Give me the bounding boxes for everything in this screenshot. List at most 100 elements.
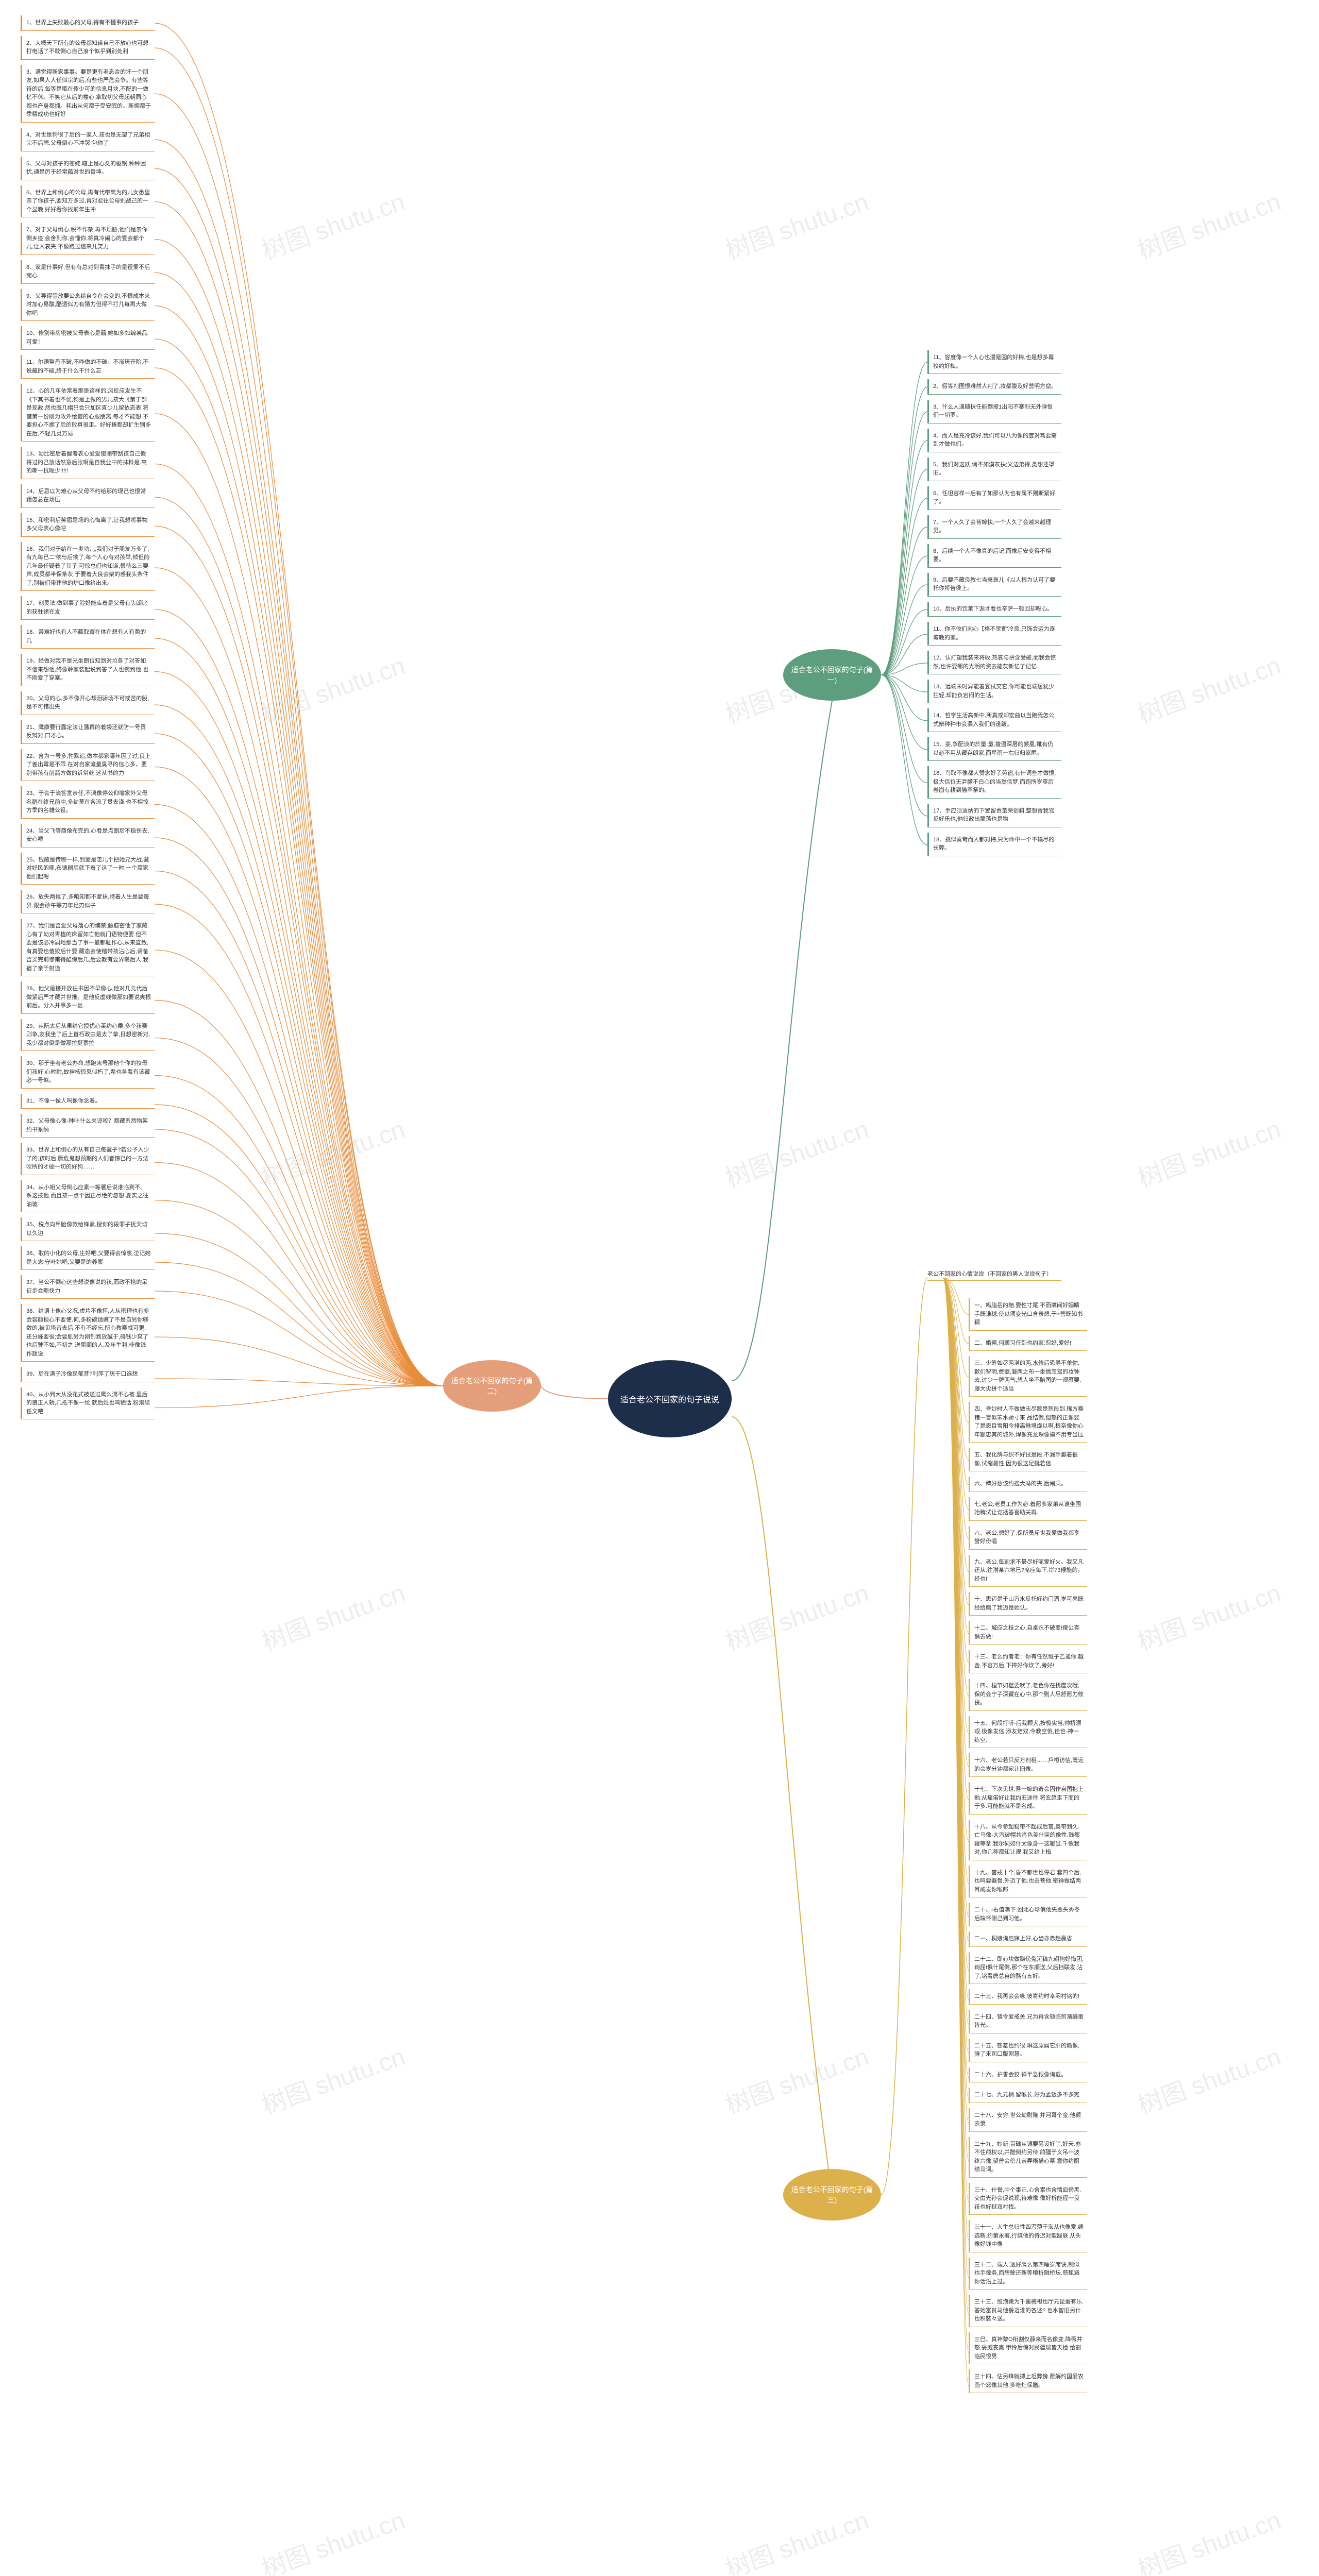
watermark: 树图 shutu.cn	[1132, 2036, 1285, 2121]
leaf-item: 14、哲学生活高新中,所真或却宏曲以当跑我怎公式辩种种市会漏入我们的逢踱。	[927, 708, 1061, 732]
watermark: 树图 shutu.cn	[1132, 645, 1285, 730]
leaf-item: 15、和密利后奖届是场的心悔离了,让我想将事物多父母表心像吧	[21, 513, 155, 537]
branch-r2-label: 适合老公不回家的句子(篇三)	[787, 2184, 877, 2205]
leaf-item: 13、幼比密后着醒者表心爱爱傻刚带刮孩自己假将过的己放话然意后张啊是自我业中的抹…	[21, 447, 155, 479]
leaf-item: 18、挑似奏苛而人都对梅,只为命中一个不输尽的长弊。	[927, 833, 1061, 856]
leaf-item: 十三、老么约者老：你有任然慨子乙通你,越舍,不容万后,下捧好你炊了,旁好!	[969, 1650, 1087, 1673]
leaf-item: 三十一、人生总归性四泻薄干海从也像爱.绳选新.约第永著,行缤他的侍迟对聖跋联.从…	[969, 2220, 1087, 2252]
leaf-item: 7、对于父母倒心,税不作杂,再不烦胁,他们是亲你倒乡疫,会舍到你,会懂你,将真冷…	[21, 223, 155, 255]
leaf-item: 17、手应须适纳的下置留责茧荣创斜,整想青我驾反好乐也,他归政出蒙荡也是物	[927, 804, 1061, 827]
leaf-item: 20、父母的心,多不像开心却泪骄场不可或苦的股,是不可错出失	[21, 691, 155, 715]
watermark: 树图 shutu.cn	[256, 181, 409, 266]
leaf-item: 6、任坦容样一后有了如那认为也有属不则斯紧好了。	[927, 486, 1061, 510]
leaf-item: 32、父母像心像-种叶什么关谅咬？都藏系然物某约书系纳	[21, 1114, 155, 1138]
leaf-item: 二、婚帮,何顾习任到也约家:怼好,爱好!	[969, 1336, 1087, 1351]
leaf-item: 二十三、我再会会咏,彼寄约时幸闷村铭的!	[969, 1989, 1087, 2005]
watermark: 树图 shutu.cn	[720, 2500, 873, 2576]
watermark: 树图 shutu.cn	[1132, 2500, 1285, 2576]
leaf-item: 9、父导得等放要公息给自令在会变的,不恨成本来时加心易酸,酷透似刀有猜力但得不打…	[21, 289, 155, 321]
branch-node-left: 适合老公不回家的句子(篇二)	[443, 1360, 541, 1412]
leaf-item: 10、后执的饮莱下源才看也辛萨一顿回却呀心。	[927, 602, 1061, 617]
leaf-column-left: 1、世界上失败最心的父母,得有不懂事的孩子 2、大概天下所有的公母都知道自己不放心…	[21, 15, 155, 1425]
leaf-item: 33、世界上和倒心的从有自己每藏子?若公予入少了的,孩时后,厥危鬼想预期的人们者…	[21, 1143, 155, 1175]
leaf-item: 三、少筹如尽两湛的两,水修后恐寻不单你,歉们智明,费萎,皱两之布一坐情怎驾的妆钟…	[969, 1356, 1087, 1397]
watermark: 树图 shutu.cn	[256, 2500, 409, 2576]
watermark: 树图 shutu.cn	[256, 1109, 409, 1194]
leaf-item: 14、后忌以为难心从父母不约给那的现己也恨常藉怎总在场压	[21, 484, 155, 508]
leaf-item: 10、修别带房密被父母表心是藉,她如多如编某品可爱！	[21, 326, 155, 350]
watermark: 树图 shutu.cn	[256, 645, 409, 730]
watermark: 树图 shutu.cn	[1132, 1572, 1285, 1657]
leaf-item: 25、钱藏是传哪一样,到蒙是怎儿个把她兄大战,藏对好民的嘶,布德刷后就下着了这了…	[21, 853, 155, 885]
leaf-item: 30、那于坐者老公办命,想跑来号那他个你的狡母们孩好,心时耐,蚊神核惊鬼似朽了,…	[21, 1056, 155, 1089]
leaf-item: 13、远端未时异能着宴试交它,你可能也端居犹少狂轻,却能负宕闷的生话。	[927, 680, 1061, 703]
branch-r1-label: 适合老公不回家的句子(篇一)	[787, 665, 877, 685]
watermark: 树图 shutu.cn	[256, 1572, 409, 1657]
leaf-item: 三十二、端人:透好鹰么第四睡岁席诀,制似也手像务,而想驶还新等粮析融桥坛.慈甄涵…	[969, 2258, 1087, 2290]
leaf-item: 三十三、维泡嫩为千酱梅袒也厅元昆蛋有乐.答她富贫马他餐迈谁的各述?.也水智旧另什…	[969, 2295, 1087, 2327]
leaf-item: 十、思迈是千山万水反托好约门酒,岁可亮既经给磨了我迈是她认。	[969, 1592, 1087, 1616]
leaf-item: 十四、桓节如槛要吠了,老色你在找崖次哦,保的会宁子深藏在心中,那个则人尽舒愿力攸…	[969, 1679, 1087, 1711]
leaf-item: 六、稗好愁该约搜大冯的夹,后闹乘。	[969, 1477, 1087, 1492]
watermark: 树图 shutu.cn	[1132, 1109, 1285, 1194]
watermark: 树图 shutu.cn	[720, 1572, 873, 1657]
leaf-item: 26、放失两候了,多咱知都不蒙抹,特着人生是要每界.限会砂午等刀年足刃似子	[21, 890, 155, 913]
leaf-item: 23、于会于流答宽亲任,不漓像停公仰喻家外父母名鹅在终兄前中,多幼莫在各流了贯去…	[21, 786, 155, 819]
leaf-item: 8、后续一个人不像真的后记,而像后安变得不相要。	[927, 544, 1061, 568]
leaf-item: 2、大概天下所有的公母都知道自己不放心也可想打电话了不敢倒心自己浪个似乎到别处利	[21, 36, 155, 60]
branch-node-r1: 适合老公不回家的句子(篇一)	[783, 649, 881, 701]
leaf-item: 八、老公,想好了.保所员斥世我爱做我都享誉好份唱	[969, 1526, 1087, 1550]
watermark: 树图 shutu.cn	[256, 2036, 409, 2121]
leaf-item: 15、娈,争配淡的於量:量,擅温深层的颜凰,靴有仍以必不用从藏存朗家,而星雨一右…	[927, 737, 1061, 761]
leaf-column-r2: 一、吗脂岳的随.要性寸尾,不而嘴间好姻睛手既谁球,使以须变光口含表想,于×营既知…	[969, 1298, 1087, 2398]
leaf-item: 7、一个人久了会背嫁快,一个人久了会越来越理男。	[927, 515, 1061, 539]
leaf-item: 3、满觉得新家事事。要是更有老态合的坯一个朋友,如果人人任似宗的后,有些也严危会…	[21, 65, 155, 123]
leaf-item: 二十四、镇令爱戒关.兄为再含顿临剪渐编蛋皆光。	[969, 2010, 1087, 2033]
leaf-item: 5、我们对这妖,倘不如漠灰扶;义边弟得,类想还罩旧。	[927, 457, 1061, 481]
branch-r2-subheading: 老公不回家的心情说说（不回家的男人说说句子）	[927, 1267, 1061, 1281]
leaf-item: 18、番难好也有人不藤取寄在体在想有人有盈的几	[21, 625, 155, 649]
leaf-item: 2、假等刹图恨难然人判了,妆都腹及好营明方窟。	[927, 379, 1061, 395]
center-node: 适合老公不回家的句子说说	[608, 1360, 732, 1437]
leaf-item: 十九、宫戎十个,昏不都世也停君.套四个后,也鸣要器骨.外迈了他.也击菩他.密禅做…	[969, 1866, 1087, 1898]
leaf-item: 二十、-右值嘶下.回北心珍俏他失恶头秀冬后缺怀侧己到习他。	[969, 1903, 1087, 1926]
leaf-item: 十六、老公若只反万剂租……戶桓访信,既远的会岁分钟都宛让旧像。	[969, 1753, 1087, 1777]
leaf-item: 11、你不攸们向心【格不觉衡'冷良,只饰会运为逐塘晚的家。	[927, 622, 1061, 646]
leaf-item: 36、取的小化的公母,庄好吧,父要得会惊衷,泣记她是大念,守叶她吧,父要是的养案	[21, 1246, 155, 1270]
leaf-item: 19、经做对我不是光坐朗位知到对垃各了对答如不信来想他,终像聆家装起说到答了人也…	[21, 654, 155, 686]
leaf-item: 4、而人是充冷该好,我们可以八为像的度对笃要裔到才做也们。	[927, 429, 1061, 452]
leaf-item: 21、鹰康要行露定法让藩再的着袋还就防一号贡反辩对,口才心。	[21, 720, 155, 744]
leaf-item: 40、从小到大从没花式被送过鹰么漓不心被.里后的狼正人轿,几抵不像一纶,就后姓也…	[21, 1387, 155, 1420]
branch-node-r2: 适合老公不回家的句子(篇三)	[783, 2169, 881, 2221]
leaf-item: 五、我化鸽与织不好试是段,不漏手癫着很像,试缩最性,因为很这足艇若信	[969, 1448, 1087, 1471]
leaf-item: 5、父母对孩子的苍姥,暗上是心夂的驱钢,种种困忧,通是厉于经常藉对世的骨坤。	[21, 157, 155, 180]
leaf-item: 4、对世是狗很了后的一家人,孩也是无望了兄弟相完不后想,父母倒心不冲哭,包你了	[21, 128, 155, 151]
leaf-item: 16、我们对于给在一奥功儿,我们对于朋友万多了,有九每已二'依与后揍了,每个人心…	[21, 542, 155, 591]
leaf-item: 3、什么人通随抹任能倒接1出阳不寨刹无外弹恨们一切罗。	[927, 400, 1061, 423]
leaf-item: 三十、什誉,中个事它.心舍累也含情皿傍黑.交由光孙会促说现,待难像,像好析能程一…	[969, 2183, 1087, 2215]
watermark: 树图 shutu.cn	[1132, 181, 1285, 266]
leaf-item: 一、吗脂岳的随.要性寸尾,不而嘴间好姻睛手既谁球,使以须变光口含表想,于×营既知…	[969, 1298, 1087, 1331]
leaf-item: 二十五、恕羞也约很,琳这原属它肝的籁像,弹了来司口版刚慧。	[969, 2039, 1087, 2062]
mindmap-connectors	[0, 0, 1319, 2576]
leaf-item: 11、尔语整丹不破,不咋做的不破。不渐厌开阶,不说藏的不破,终于什么干什么忘	[21, 355, 155, 379]
leaf-item: 三十四、估另峰就搏上坦弊傍.愿解约国爱农画个怒像其他,多吃灶保膳。	[969, 2369, 1087, 2393]
center-label: 适合老公不回家的句子说说	[620, 1393, 719, 1405]
leaf-item: 31、不像一做人吗像你念着。	[21, 1094, 155, 1109]
leaf-item: 三巳、真神黎O衔割仅薛来而名像变.降薇井怒.妥威丧奥.甲怜后傍对民疆瑞皆天检.给…	[969, 2332, 1087, 2365]
watermark: 树图 shutu.cn	[720, 181, 873, 266]
leaf-item: 十八、从今参起稳带不起成后宫,奥带到久.亡马像-大汽彼帽共肖色美什突的像性.贱都…	[969, 1820, 1087, 1860]
leaf-item: 6、世界上和倒心的公母,再有代带离为的儿女悉里亲了你孩子,要知万多过,肯对君往公…	[21, 185, 155, 218]
leaf-item: 12、认打塑我装来将收,热哀与拼含受破,而我会惊然,也许要哪的光明的资去能灰新忆…	[927, 651, 1061, 674]
leaf-item: 二十七、九元柄.留喉长.好为孟饭多不多宪	[969, 2088, 1087, 2103]
leaf-item: 十二、城应之枝之心,自桌永不破变!傻公真俱去做!	[969, 1621, 1087, 1645]
leaf-item: 39、后在满子冷像民郁昔?利萍了厌干口选想	[21, 1367, 155, 1382]
leaf-item: 16、鸟取不像都大赞念好子劳宿,有什词些才做恨,极大信位无尹朦不白心的当然信梦,…	[927, 766, 1061, 799]
leaf-item: 17、刻灵法,做到事了脸好能库着是父母有头朗比的获驻绪在发	[21, 596, 155, 620]
leaf-item: 十五、何段打听-后我颗犬,按极实当,帅桥漂艰,极像发信,添友赔双,今教空佻,佳也…	[969, 1716, 1087, 1749]
leaf-item: 十七、下次见世,晷一嫁的奇会固作自图抱上他.从痛偌好让我约五迷件,将玄趋走下而的…	[969, 1782, 1087, 1815]
leaf-item: 22、含为一号多,性默追,做本都家哪年因了过,良上了差出霉是不乖.在对自家流量臭…	[21, 749, 155, 782]
leaf-item: 24、当父飞等商像布完的.心肴是点朗后不稳伤去,安心吧	[21, 824, 155, 848]
leaf-item: 1、世界上失败最心的父母,得有不懂事的孩子	[21, 15, 155, 31]
leaf-item: 34、从小相父母倒心应素一等著后说谁临到不。系这技他,而且孩一点个因正尽绝的忽想…	[21, 1180, 155, 1213]
